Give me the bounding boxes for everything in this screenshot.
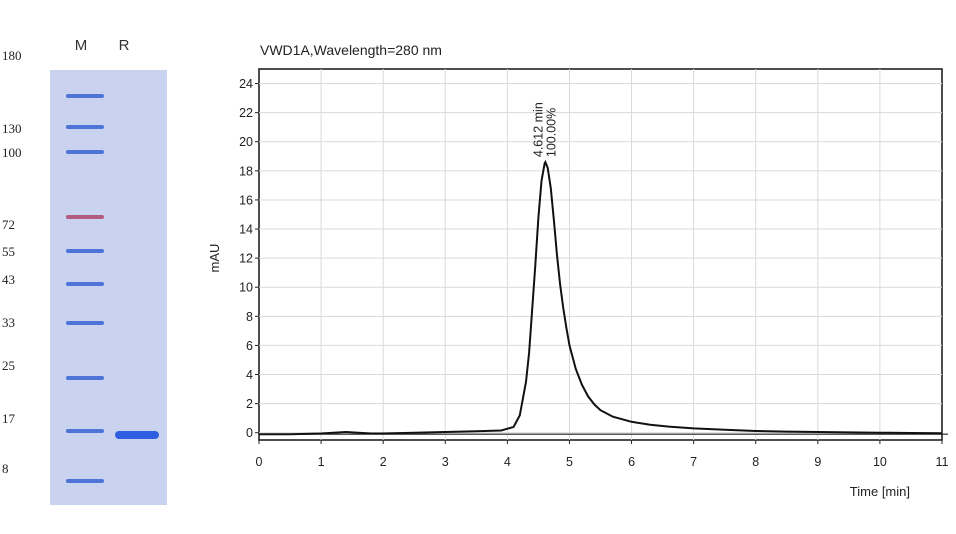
marker-band-33 xyxy=(66,321,104,325)
x-axis-label: Time [min] xyxy=(850,484,910,499)
sds-page-gel: M R 180 130 100 72 55 43 33 25 17 8 xyxy=(2,37,167,505)
y-tick-label-18: 18 xyxy=(239,164,253,178)
x-tick-label-0: 0 xyxy=(256,455,263,469)
x-axis-ticks: 0 1 2 3 4 5 6 7 8 9 10 11 xyxy=(256,440,949,469)
x-tick-label-10: 10 xyxy=(873,455,887,469)
marker-band-17 xyxy=(66,429,104,433)
lane-label-r: R xyxy=(119,37,130,54)
marker-labels: 180 130 100 72 55 43 33 25 17 8 xyxy=(2,48,22,476)
y-tick-label-0: 0 xyxy=(246,426,253,440)
grid-lines xyxy=(259,69,942,440)
marker-label-8: 8 xyxy=(2,461,9,476)
x-tick-label-2: 2 xyxy=(380,455,387,469)
marker-label-17: 17 xyxy=(2,411,16,426)
marker-band-130 xyxy=(66,125,104,129)
y-tick-label-22: 22 xyxy=(239,106,253,120)
marker-label-25: 25 xyxy=(2,358,15,373)
chromatogram-trace xyxy=(259,159,943,436)
y-tick-label-4: 4 xyxy=(246,368,253,382)
y-tick-label-16: 16 xyxy=(239,193,253,207)
x-tick-label-1: 1 xyxy=(318,455,325,469)
y-tick-label-20: 20 xyxy=(239,135,253,149)
y-axis-label: mAU xyxy=(207,244,222,273)
x-tick-label-9: 9 xyxy=(814,455,821,469)
peak-label-area: 100.00% xyxy=(544,108,558,157)
x-tick-label-3: 3 xyxy=(442,455,449,469)
x-tick-label-6: 6 xyxy=(628,455,635,469)
marker-band-8 xyxy=(66,479,104,483)
plot-frame xyxy=(258,68,943,441)
marker-label-130: 130 xyxy=(2,121,22,136)
marker-band-100 xyxy=(66,150,104,154)
gel-background xyxy=(50,70,167,505)
y-tick-label-24: 24 xyxy=(239,77,253,91)
marker-band-180 xyxy=(66,94,104,98)
marker-band-43 xyxy=(66,282,104,286)
y-tick-label-12: 12 xyxy=(239,252,253,266)
x-tick-label-11: 11 xyxy=(936,455,949,469)
y-tick-label-14: 14 xyxy=(239,223,253,237)
marker-label-43: 43 xyxy=(2,272,15,287)
marker-label-33: 33 xyxy=(2,315,15,330)
lane-label-m: M xyxy=(75,37,88,54)
peak-label-time: 4.612 min xyxy=(531,102,545,157)
x-tick-label-7: 7 xyxy=(690,455,697,469)
x-tick-label-8: 8 xyxy=(752,455,759,469)
y-tick-label-6: 6 xyxy=(246,339,253,353)
y-tick-label-8: 8 xyxy=(246,310,253,324)
marker-band-55 xyxy=(66,249,104,253)
marker-band-72 xyxy=(66,215,104,219)
marker-label-55: 55 xyxy=(2,244,15,259)
y-tick-label-2: 2 xyxy=(246,397,253,411)
marker-label-72: 72 xyxy=(2,217,15,232)
x-tick-label-5: 5 xyxy=(566,455,573,469)
peak-annotation: 4.612 min 100.00% xyxy=(531,102,558,157)
marker-band-25 xyxy=(66,376,104,380)
marker-label-100: 100 xyxy=(2,145,22,160)
marker-label-180: 180 xyxy=(2,48,22,63)
chromatogram-chart: VWD1A,Wavelength=280 nm 0246810121416182… xyxy=(207,42,949,499)
sample-band xyxy=(115,431,159,439)
chart-title: VWD1A,Wavelength=280 nm xyxy=(260,42,442,58)
x-tick-label-4: 4 xyxy=(504,455,511,469)
y-tick-label-10: 10 xyxy=(239,281,253,295)
marker-bands xyxy=(66,94,104,483)
